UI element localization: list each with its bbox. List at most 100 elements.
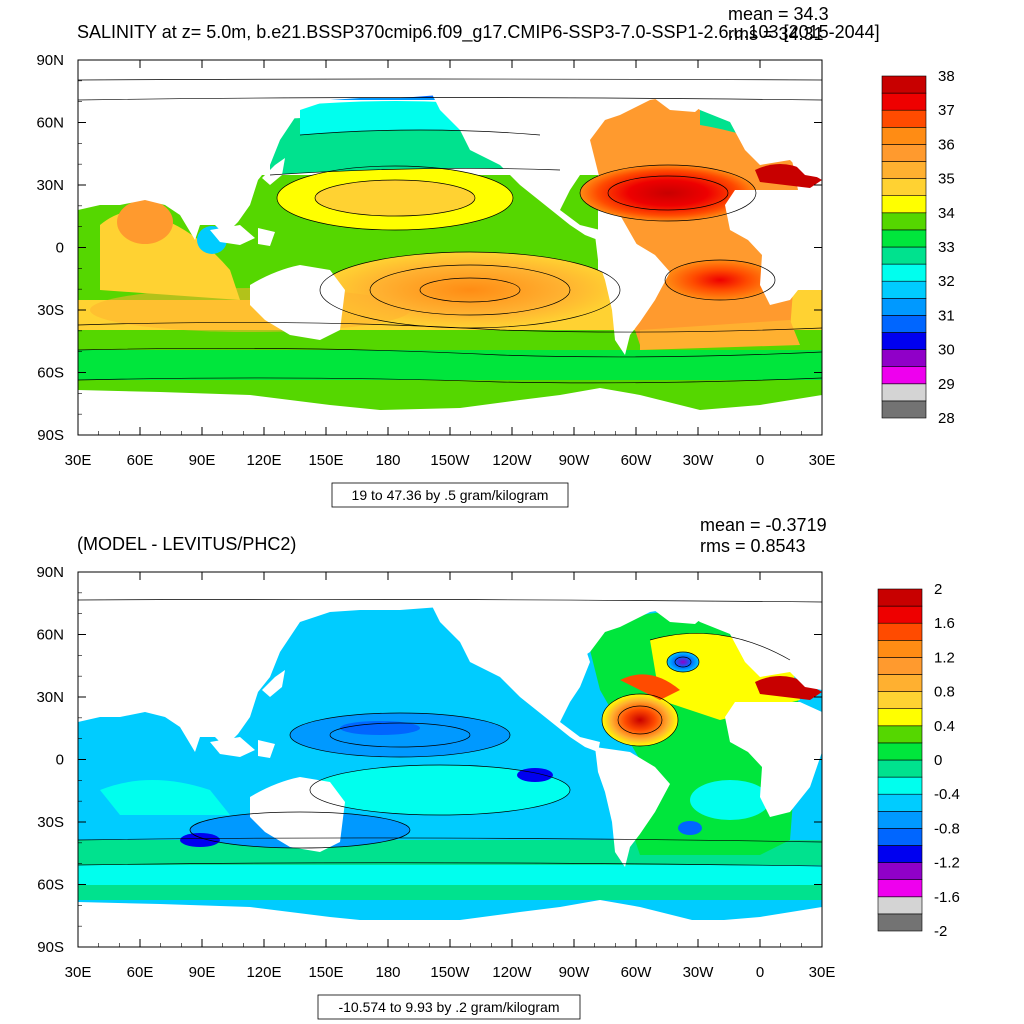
colorbar-label: -2	[934, 923, 947, 940]
y-tick-label: 0	[56, 240, 64, 257]
x-tick-label: 30E	[65, 964, 92, 981]
colorbar-swatch	[881, 400, 927, 419]
salinity-units-box	[331, 482, 569, 508]
difference-map	[78, 572, 822, 947]
south-america	[595, 235, 670, 355]
difference-title: (MODEL - LEVITUS/PHC2)	[77, 534, 296, 554]
colorbar-swatch	[881, 383, 927, 402]
salinity-units-label: 19 to 47.36 by .5 gram/kilogram	[352, 487, 549, 503]
y-tick-label: 60N	[36, 115, 64, 132]
japan	[262, 158, 285, 185]
colorbar-label: 32	[938, 273, 955, 290]
y-tick-label: 30S	[37, 302, 64, 319]
difference-mediterranean	[755, 676, 822, 700]
colorbar-label: 35	[938, 171, 955, 188]
colorbar-swatch	[877, 657, 923, 675]
colorbar-swatch	[877, 793, 923, 812]
salinity-title: SALINITY at z= 5.0m, b.e21.BSSP370cmip6.…	[77, 22, 880, 43]
colorbar-swatch	[881, 366, 927, 385]
x-tick-label: 90E	[189, 964, 216, 981]
x-tick-label: 30E	[809, 452, 836, 469]
y-tick-label: 90S	[37, 427, 64, 444]
x-tick-label: 30W	[683, 964, 715, 981]
x-tick-label: 150E	[308, 964, 343, 981]
x-tick-label: 90W	[559, 452, 591, 469]
colorbar-label: 30	[938, 342, 955, 359]
colorbar-swatch	[881, 178, 927, 197]
colorbar-swatch	[881, 75, 927, 94]
difference-colorbar: 2 1.6 1.2 0.8 0.4 0 -0.4 -0.8 -1.2 -1.6 -2	[877, 581, 960, 940]
x-tick-label: 90W	[559, 964, 591, 981]
continents-top	[78, 60, 822, 435]
salinity-mean: mean = 34.3	[728, 4, 829, 24]
colorbar-swatch	[881, 315, 927, 333]
colorbar-swatch	[877, 913, 923, 932]
colorbar-swatch	[877, 828, 923, 846]
difference-contours	[78, 598, 822, 867]
colorbar-swatch	[881, 229, 927, 248]
x-tick-label: 0	[756, 964, 764, 981]
colorbar-swatch	[877, 742, 923, 761]
colorbar-swatch	[881, 280, 927, 299]
colorbar-swatch	[881, 212, 927, 231]
salinity-y-ticks: 90N 60N 30N 0 30S 60S 90S	[36, 52, 822, 444]
y-tick-label: 90N	[36, 52, 64, 69]
x-tick-label: 30E	[809, 964, 836, 981]
colorbar-swatch	[877, 674, 923, 692]
eurasia	[78, 60, 822, 240]
colorbar-label: -0.8	[934, 820, 960, 837]
colorbar-label: 0	[934, 752, 942, 769]
colorbar-swatch	[877, 725, 923, 744]
salinity-colorbar: 38 37 36 35 34 33 32 31 30 29 28	[881, 68, 955, 427]
colorbar-label: 38	[938, 68, 955, 85]
colorbar-swatch	[877, 639, 923, 658]
mediterranean-sea	[755, 164, 822, 188]
x-tick-label: 60E	[127, 964, 154, 981]
colorbar-label: 2	[934, 581, 942, 598]
difference-y-ticks: 90N 60N 30N 0 30S 60S 90S	[36, 564, 822, 956]
colorbar-swatch	[881, 349, 927, 368]
x-tick-label: 120W	[492, 452, 532, 469]
x-tick-label: 60E	[127, 452, 154, 469]
y-tick-label: 30S	[37, 814, 64, 831]
salinity-x-ticks: 30E 60E 90E 120E 150E 180 150W 120W 90W 60W 30W 0 30…	[65, 60, 836, 469]
x-tick-label: 120W	[492, 964, 532, 981]
labrador-anomaly	[667, 652, 699, 672]
salinity-contours	[78, 78, 822, 384]
y-tick-label: 90N	[36, 564, 64, 581]
colorbar-label: -0.4	[934, 786, 960, 803]
x-tick-label: 30E	[65, 452, 92, 469]
difference-units-box	[317, 994, 581, 1020]
y-tick-label: 30N	[36, 689, 64, 706]
colorbar-swatch	[881, 92, 927, 111]
colorbar-swatch	[881, 332, 927, 350]
maritime-continent	[210, 225, 275, 246]
colorbar-label: 31	[938, 307, 955, 324]
x-tick-label: 60W	[621, 964, 653, 981]
colorbar-label: -1.6	[934, 889, 960, 906]
x-tick-label: 0	[756, 452, 764, 469]
colorbar-swatch	[877, 776, 923, 795]
x-tick-label: 150W	[430, 964, 470, 981]
colorbar-swatch	[877, 708, 923, 727]
colorbar-label: 1.6	[934, 615, 955, 632]
difference-rms: rms = 0.8543	[700, 536, 806, 556]
colorbar-swatch	[877, 588, 923, 607]
colorbar-swatch	[877, 691, 923, 709]
x-tick-label: 180	[375, 964, 400, 981]
antarctica	[78, 388, 822, 435]
colorbar-label: 36	[938, 136, 955, 153]
salinity-rms: rms = 34.31	[728, 24, 824, 44]
difference-panel: (MODEL - LEVITUS/PHC2) mean = -0.3719 rm…	[36, 515, 960, 1020]
x-tick-label: 60W	[621, 452, 653, 469]
colorbar-label: 28	[938, 410, 955, 427]
colorbar-swatch	[881, 195, 927, 214]
colorbar-swatch	[881, 144, 927, 162]
colorbar-swatch	[877, 845, 923, 863]
x-tick-label: 90E	[189, 452, 216, 469]
colorbar-swatch	[881, 161, 927, 179]
x-tick-label: 150E	[308, 452, 343, 469]
australia	[250, 265, 345, 340]
y-tick-label: 60S	[37, 365, 64, 382]
colorbar-swatch	[881, 246, 927, 265]
